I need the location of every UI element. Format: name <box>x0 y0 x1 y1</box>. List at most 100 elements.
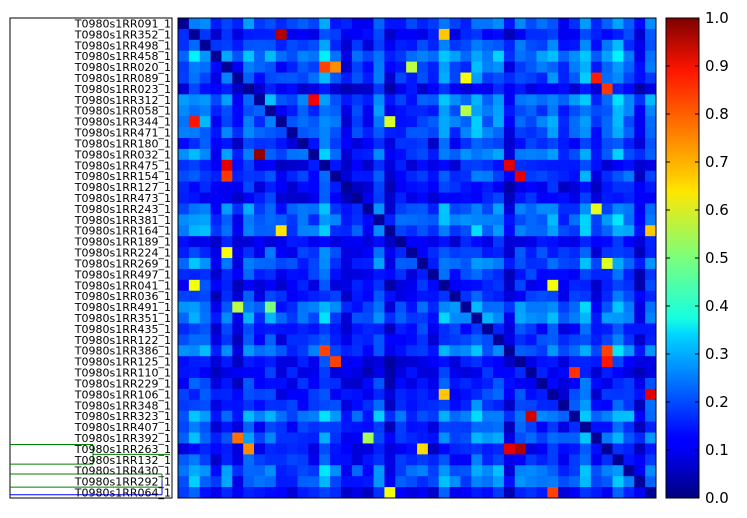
heatmap-cell <box>199 421 211 433</box>
heatmap-cell <box>384 399 396 412</box>
heatmap-cell <box>590 50 603 63</box>
heatmap-cell <box>275 28 288 41</box>
heatmap-cell <box>645 476 657 488</box>
heatmap-cell <box>286 127 298 139</box>
heatmap-cell <box>525 203 537 215</box>
heatmap-cell <box>199 410 211 423</box>
heatmap-cell <box>319 50 331 63</box>
heatmap-cell <box>579 465 592 477</box>
heatmap-cell <box>254 181 266 193</box>
heatmap-cell <box>612 443 624 455</box>
heatmap-cell <box>199 487 211 499</box>
heatmap-cell <box>449 345 461 357</box>
heatmap-cell <box>286 432 298 444</box>
heatmap-cell <box>449 487 461 499</box>
heatmap-cell <box>579 356 592 368</box>
heatmap-cell <box>384 170 396 183</box>
heatmap-cell <box>579 61 592 73</box>
heatmap-cell <box>547 72 559 84</box>
heatmap-cell <box>438 225 450 237</box>
heatmap-cell <box>558 127 570 139</box>
heatmap-cell <box>264 94 277 106</box>
heatmap-cell <box>645 367 657 379</box>
heatmap-cell <box>254 399 266 412</box>
heatmap-cell <box>362 170 374 183</box>
heatmap-cell <box>275 279 288 292</box>
heatmap-cell <box>297 454 309 466</box>
heatmap-cell <box>493 116 505 128</box>
heatmap-cell <box>493 61 505 73</box>
row-label: T0980s1RR154_1 <box>74 170 171 183</box>
heatmap-cell <box>210 28 222 41</box>
heatmap-cell <box>406 72 418 84</box>
heatmap-cell <box>590 476 603 488</box>
heatmap-cell <box>286 301 298 313</box>
heatmap-cell <box>427 192 440 204</box>
heatmap-cell <box>308 388 320 401</box>
heatmap-cell <box>569 203 581 215</box>
heatmap-cell <box>438 258 450 270</box>
heatmap-cell <box>427 465 440 477</box>
heatmap-cell <box>330 83 342 95</box>
heatmap-cell <box>569 279 581 292</box>
heatmap-cell <box>221 116 233 128</box>
heatmap-cell <box>514 72 527 84</box>
heatmap-cell <box>297 105 309 117</box>
heatmap-cell <box>569 192 581 204</box>
heatmap-cell <box>558 61 570 73</box>
heatmap-cell <box>199 105 211 117</box>
heatmap-cell <box>645 334 657 346</box>
heatmap-cell <box>254 258 266 270</box>
heatmap-cell <box>384 94 396 106</box>
heatmap-cell <box>634 192 646 204</box>
heatmap-cell <box>254 94 266 106</box>
heatmap-cell <box>471 465 483 477</box>
heatmap-cell <box>199 312 211 324</box>
heatmap-cell <box>601 50 613 63</box>
heatmap-cell <box>623 127 635 139</box>
heatmap-cell <box>601 454 613 466</box>
heatmap-cell <box>427 148 440 161</box>
heatmap-cell <box>514 181 527 193</box>
heatmap-cell <box>384 50 396 63</box>
heatmap-cell <box>275 334 288 346</box>
heatmap-cell <box>590 214 603 226</box>
heatmap-cell <box>188 421 201 433</box>
heatmap-cell <box>188 236 201 248</box>
heatmap-cell <box>438 72 450 84</box>
heatmap-cell <box>645 170 657 183</box>
heatmap-cell <box>601 116 613 128</box>
heatmap-cell <box>351 476 364 488</box>
heatmap-cell <box>427 247 440 259</box>
heatmap-cell <box>406 312 418 324</box>
heatmap-cell <box>438 83 450 95</box>
heatmap-cell <box>308 323 320 335</box>
heatmap-cell <box>525 61 537 73</box>
heatmap-cell <box>558 410 570 423</box>
heatmap-cell <box>645 214 657 226</box>
heatmap-cell <box>384 301 396 313</box>
heatmap-cell <box>199 159 211 172</box>
heatmap-cell <box>612 61 624 73</box>
heatmap-cell <box>536 388 548 401</box>
heatmap-cell <box>645 388 657 401</box>
heatmap-cell <box>362 279 374 292</box>
heatmap-cell <box>188 290 201 303</box>
heatmap-cell <box>547 94 559 106</box>
heatmap-cell <box>210 454 222 466</box>
heatmap-cell <box>243 323 255 335</box>
heatmap-cell <box>482 312 494 324</box>
heatmap-cell <box>210 356 222 368</box>
heatmap-cell <box>395 312 407 324</box>
heatmap-cell <box>319 323 331 335</box>
row-label: T0980s1RR348_1 <box>74 399 171 412</box>
heatmap-cell <box>297 290 309 303</box>
heatmap-cell <box>547 356 559 368</box>
heatmap-cell <box>438 214 450 226</box>
heatmap-cell <box>330 258 342 270</box>
heatmap-cell <box>601 476 613 488</box>
heatmap-cell <box>471 203 483 215</box>
heatmap-cell <box>503 279 516 292</box>
dendrogram <box>10 444 170 496</box>
heatmap-cell <box>340 258 353 270</box>
